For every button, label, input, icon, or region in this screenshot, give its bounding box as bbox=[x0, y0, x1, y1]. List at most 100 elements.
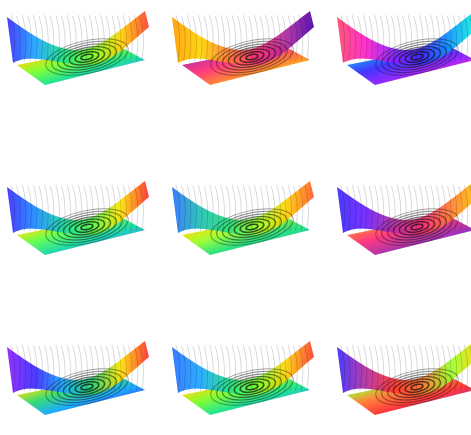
contour-ring bbox=[80, 383, 94, 391]
mesh-line bbox=[368, 345, 373, 392]
contour-ring bbox=[233, 48, 271, 66]
mesh-line bbox=[192, 15, 197, 62]
mesh-line bbox=[203, 345, 208, 392]
mesh-line bbox=[89, 184, 94, 232]
mesh-line bbox=[117, 185, 122, 232]
contour-ring bbox=[375, 38, 459, 76]
contour-ring bbox=[392, 375, 442, 399]
mesh-line bbox=[419, 14, 424, 62]
contour-ring bbox=[80, 223, 94, 231]
mesh-line bbox=[435, 185, 441, 232]
mesh-line bbox=[340, 344, 345, 392]
mesh-line bbox=[463, 14, 469, 62]
contour-ring bbox=[227, 215, 277, 239]
panel-r2-c3-surface bbox=[337, 184, 471, 255]
mesh-line bbox=[458, 185, 463, 232]
mesh-line bbox=[117, 15, 122, 62]
mesh-line bbox=[270, 15, 276, 62]
mesh-line bbox=[430, 184, 435, 232]
mesh-line bbox=[139, 15, 144, 62]
panel-r2-c3 bbox=[335, 175, 471, 275]
mesh-line bbox=[128, 185, 133, 232]
contour-ring bbox=[51, 40, 123, 74]
mesh-line bbox=[198, 14, 203, 62]
mesh-line bbox=[452, 14, 457, 62]
contour-ring bbox=[398, 378, 436, 396]
mesh-line bbox=[209, 14, 214, 62]
mesh-line bbox=[111, 14, 116, 62]
mesh-line bbox=[458, 15, 463, 62]
mesh-line bbox=[94, 185, 99, 232]
mesh-line bbox=[265, 14, 270, 62]
mesh-line bbox=[435, 15, 441, 62]
mesh-line bbox=[83, 185, 88, 232]
contour-ring bbox=[56, 213, 118, 241]
mesh-line bbox=[226, 185, 231, 232]
panel-r3-c2-surface bbox=[172, 341, 314, 415]
mesh-line bbox=[77, 344, 83, 392]
contour-ring bbox=[210, 368, 294, 406]
contour-ring bbox=[245, 53, 259, 61]
contour-ring bbox=[386, 43, 448, 71]
mesh-line bbox=[379, 15, 385, 62]
saddle-sheet bbox=[172, 341, 314, 396]
mesh-line bbox=[237, 15, 242, 62]
mesh-line bbox=[287, 184, 292, 232]
mesh-line bbox=[181, 15, 186, 62]
mesh-line bbox=[424, 185, 429, 232]
mesh-line bbox=[186, 184, 192, 232]
mesh-line bbox=[396, 14, 401, 62]
mesh-line bbox=[351, 184, 357, 232]
contour-ring bbox=[239, 220, 265, 234]
mesh-line bbox=[214, 185, 220, 232]
mesh-line bbox=[402, 185, 407, 232]
mesh-line bbox=[254, 14, 259, 62]
mesh-line bbox=[44, 184, 49, 232]
contour-ring bbox=[227, 375, 277, 399]
mesh-line bbox=[122, 14, 127, 62]
mesh-line bbox=[391, 15, 396, 62]
mesh-line bbox=[424, 345, 429, 392]
mesh-line bbox=[100, 14, 105, 62]
contour-ring bbox=[233, 378, 271, 396]
mesh-line bbox=[242, 184, 248, 232]
mesh-line bbox=[357, 345, 362, 392]
mesh-line bbox=[105, 345, 111, 392]
contour-ring bbox=[216, 370, 288, 404]
mesh-line bbox=[385, 14, 390, 62]
mesh-line bbox=[248, 345, 253, 392]
mesh-line bbox=[209, 184, 214, 232]
mesh-line bbox=[139, 185, 144, 232]
mesh-line bbox=[259, 15, 264, 62]
mesh-line bbox=[55, 344, 60, 392]
mesh-line bbox=[100, 344, 105, 392]
mesh-line bbox=[203, 185, 208, 232]
mesh-line bbox=[49, 185, 55, 232]
mesh-line bbox=[231, 14, 236, 62]
mesh-line bbox=[248, 15, 253, 62]
mesh-line bbox=[128, 345, 133, 392]
mesh-line bbox=[379, 185, 385, 232]
mesh-line bbox=[44, 14, 49, 62]
mesh-line bbox=[128, 15, 133, 62]
saddle-sheet bbox=[7, 181, 149, 236]
mesh-line bbox=[83, 345, 88, 392]
mesh-line bbox=[447, 345, 452, 392]
panel-r3-c1 bbox=[5, 335, 165, 435]
mesh-line bbox=[192, 345, 197, 392]
mesh-line bbox=[133, 184, 139, 232]
panel-r3-c1-surface bbox=[7, 341, 149, 415]
mesh-line bbox=[226, 345, 231, 392]
mesh-line bbox=[33, 344, 38, 392]
contour-ring bbox=[45, 368, 129, 406]
mesh-line bbox=[89, 344, 94, 392]
mesh-line bbox=[33, 184, 38, 232]
panel-r3-c3-surface bbox=[337, 344, 471, 415]
mesh-line bbox=[396, 344, 401, 392]
mesh-line bbox=[220, 344, 225, 392]
mesh-line bbox=[259, 345, 264, 392]
mesh-line bbox=[276, 344, 281, 392]
mesh-line bbox=[435, 345, 441, 392]
mesh-line bbox=[287, 344, 292, 392]
saddle-sheet bbox=[172, 181, 314, 236]
